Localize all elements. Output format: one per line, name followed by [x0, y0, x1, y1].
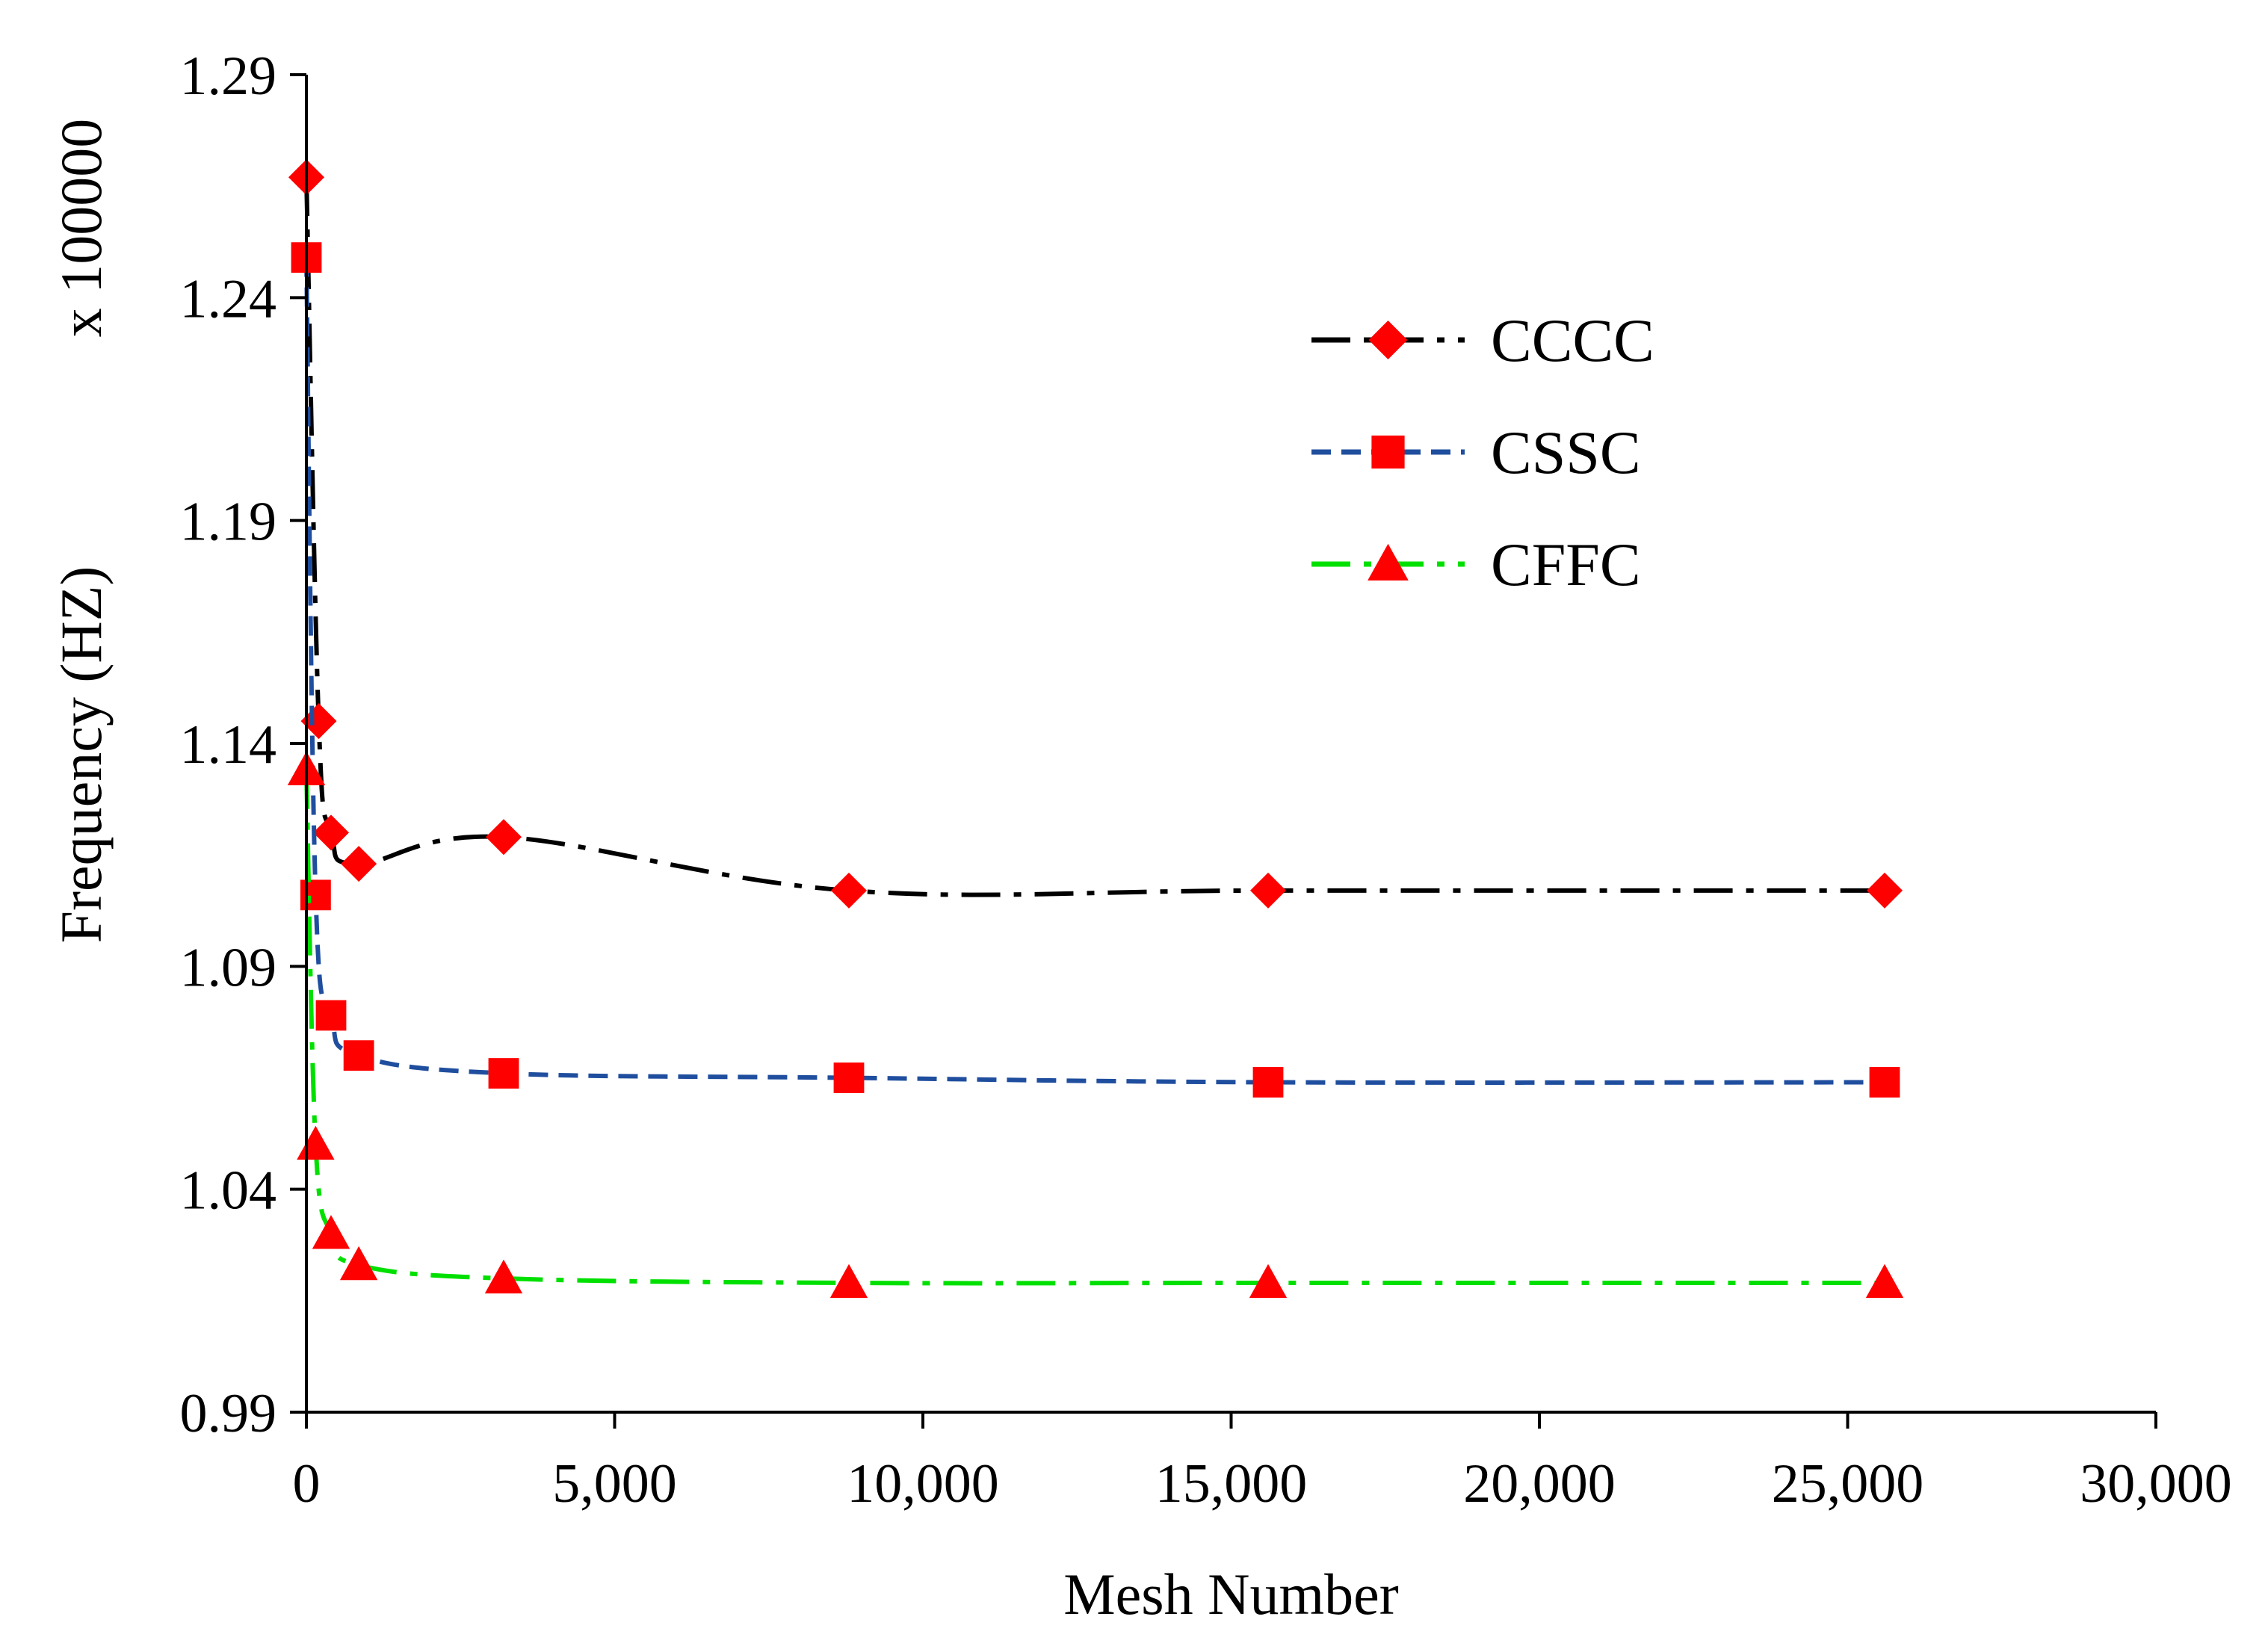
x-ticks: 0 5,000 10,000 15,000 20,000 25,000 30,000	[293, 1412, 2232, 1515]
data-point-cssc	[1252, 1067, 1284, 1098]
series-line-cffc	[304, 770, 1885, 1286]
legend-label: CSSC	[1491, 418, 1641, 486]
legend-label: CFFC	[1491, 530, 1641, 598]
legend-item-cccc: CCCC	[1311, 306, 1654, 374]
data-point-cssc	[488, 1058, 519, 1089]
x-axis-title: Mesh Number	[1063, 1562, 1398, 1627]
data-point-cffc	[312, 1215, 350, 1249]
y-tick-label: 1.09	[180, 937, 277, 998]
data-point-cffc	[484, 1259, 523, 1294]
data-point-cssc	[343, 1040, 374, 1071]
y-axis-multiplier-label: x 100000	[49, 119, 114, 338]
y-axis-title: Frequency (HZ)	[49, 566, 114, 944]
data-point-cccc	[1867, 872, 1903, 909]
data-point-cffc	[297, 1125, 335, 1160]
x-tick-label: 10,000	[847, 1453, 999, 1515]
series-cssc	[291, 242, 1900, 1098]
y-tick-label: 0.99	[180, 1383, 277, 1444]
axes-layer	[305, 75, 2156, 1414]
y-tick-label: 1.19	[180, 492, 277, 553]
y-tick-label: 1.04	[180, 1160, 277, 1222]
x-tick-label: 15,000	[1155, 1453, 1308, 1515]
legend-marker	[1368, 543, 1409, 581]
legend-item-cffc: CFFC	[1311, 530, 1641, 598]
legend-label: CCCC	[1491, 306, 1654, 374]
data-point-cccc	[1250, 872, 1286, 909]
data-point-cssc	[315, 1000, 347, 1031]
data-point-cffc	[1865, 1263, 1904, 1299]
x-tick-label: 20,000	[1463, 1453, 1616, 1515]
data-point-cssc	[1869, 1067, 1900, 1098]
legend-marker	[1371, 435, 1405, 469]
x-tick-label: 5,000	[552, 1453, 677, 1515]
y-tick-label: 1.14	[180, 714, 277, 776]
legend-marker	[1368, 321, 1408, 359]
series-cffc	[287, 751, 1904, 1299]
data-point-cccc	[486, 819, 522, 856]
data-point-cccc	[313, 814, 349, 851]
legend: CCCC CSSC CFFC	[1311, 306, 1654, 598]
series-line-cssc	[304, 257, 1885, 1085]
x-tick-label: 0	[293, 1453, 321, 1515]
series-cccc	[288, 159, 1903, 909]
data-point-cffc	[829, 1263, 868, 1299]
legend-item-cssc: CSSC	[1311, 418, 1641, 486]
x-tick-label: 25,000	[1772, 1453, 1924, 1515]
series-line-cccc	[304, 177, 1885, 897]
y-tick-label: 1.24	[180, 268, 277, 330]
x-tick-label: 30,000	[2080, 1453, 2232, 1515]
y-ticks: 0.99 1.04 1.09 1.14 1.19 1.24 1.29	[180, 46, 306, 1444]
data-point-cccc	[831, 872, 867, 909]
data-point-cffc	[339, 1246, 378, 1281]
data-point-cssc	[833, 1062, 865, 1093]
y-tick-label: 1.29	[180, 46, 277, 107]
data-point-cffc	[1249, 1263, 1288, 1299]
series-layer	[287, 159, 1904, 1299]
data-point-cccc	[341, 846, 377, 882]
